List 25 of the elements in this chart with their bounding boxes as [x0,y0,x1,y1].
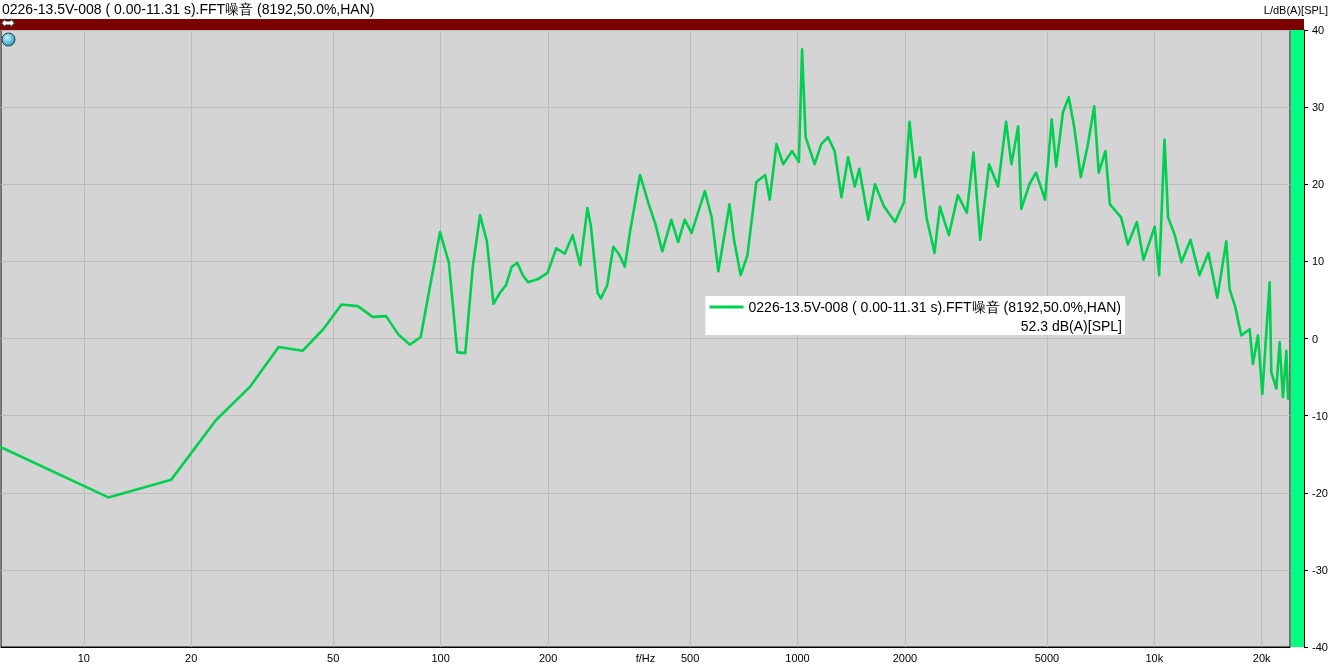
x-tick-label: 2000 [892,651,918,664]
x-tick-label: 500 [680,651,700,664]
y-tick-label: -20 [1312,486,1328,499]
x-tick-label: 50 [327,651,340,664]
x-tick-label: 1000 [785,651,810,664]
y-axis-title: L/dB(A)[SPL] [1263,3,1328,16]
y-tick-label: -10 [1312,409,1328,422]
y-tick-label: 10 [1312,255,1325,268]
y-tick-label: -30 [1312,563,1328,576]
x-tick-label: 5000 [1034,651,1060,664]
y-tick-label: 20 [1312,178,1325,191]
annotation: 52.3 dB(A)[SPL] [1020,318,1122,334]
y-tick-label: 0 [1312,332,1319,345]
x-tick-label: 20k [1252,651,1272,664]
y-tick-label: 30 [1312,101,1325,114]
x-tick-label: 10k [1145,651,1164,664]
x-tick-label: 20 [185,651,198,664]
x-axis-title: f/Hz [635,651,656,664]
y-tick-label: -40 [1312,641,1328,653]
y-tick-label: 40 [1312,24,1325,36]
legend-label: 0226-13.5V-008 ( 0.00-11.31 s).FFT噪音 (8192,50.0%,HAN) [748,299,1122,315]
x-tick-label: 100 [431,651,450,664]
x-tick-label: 200 [538,651,558,664]
chart-title: 0226-13.5V-008 ( 0.00-11.31 s).FFT噪音 (8192,50.0%,HAN) [2,1,375,17]
x-tick-label: 10 [77,651,90,664]
